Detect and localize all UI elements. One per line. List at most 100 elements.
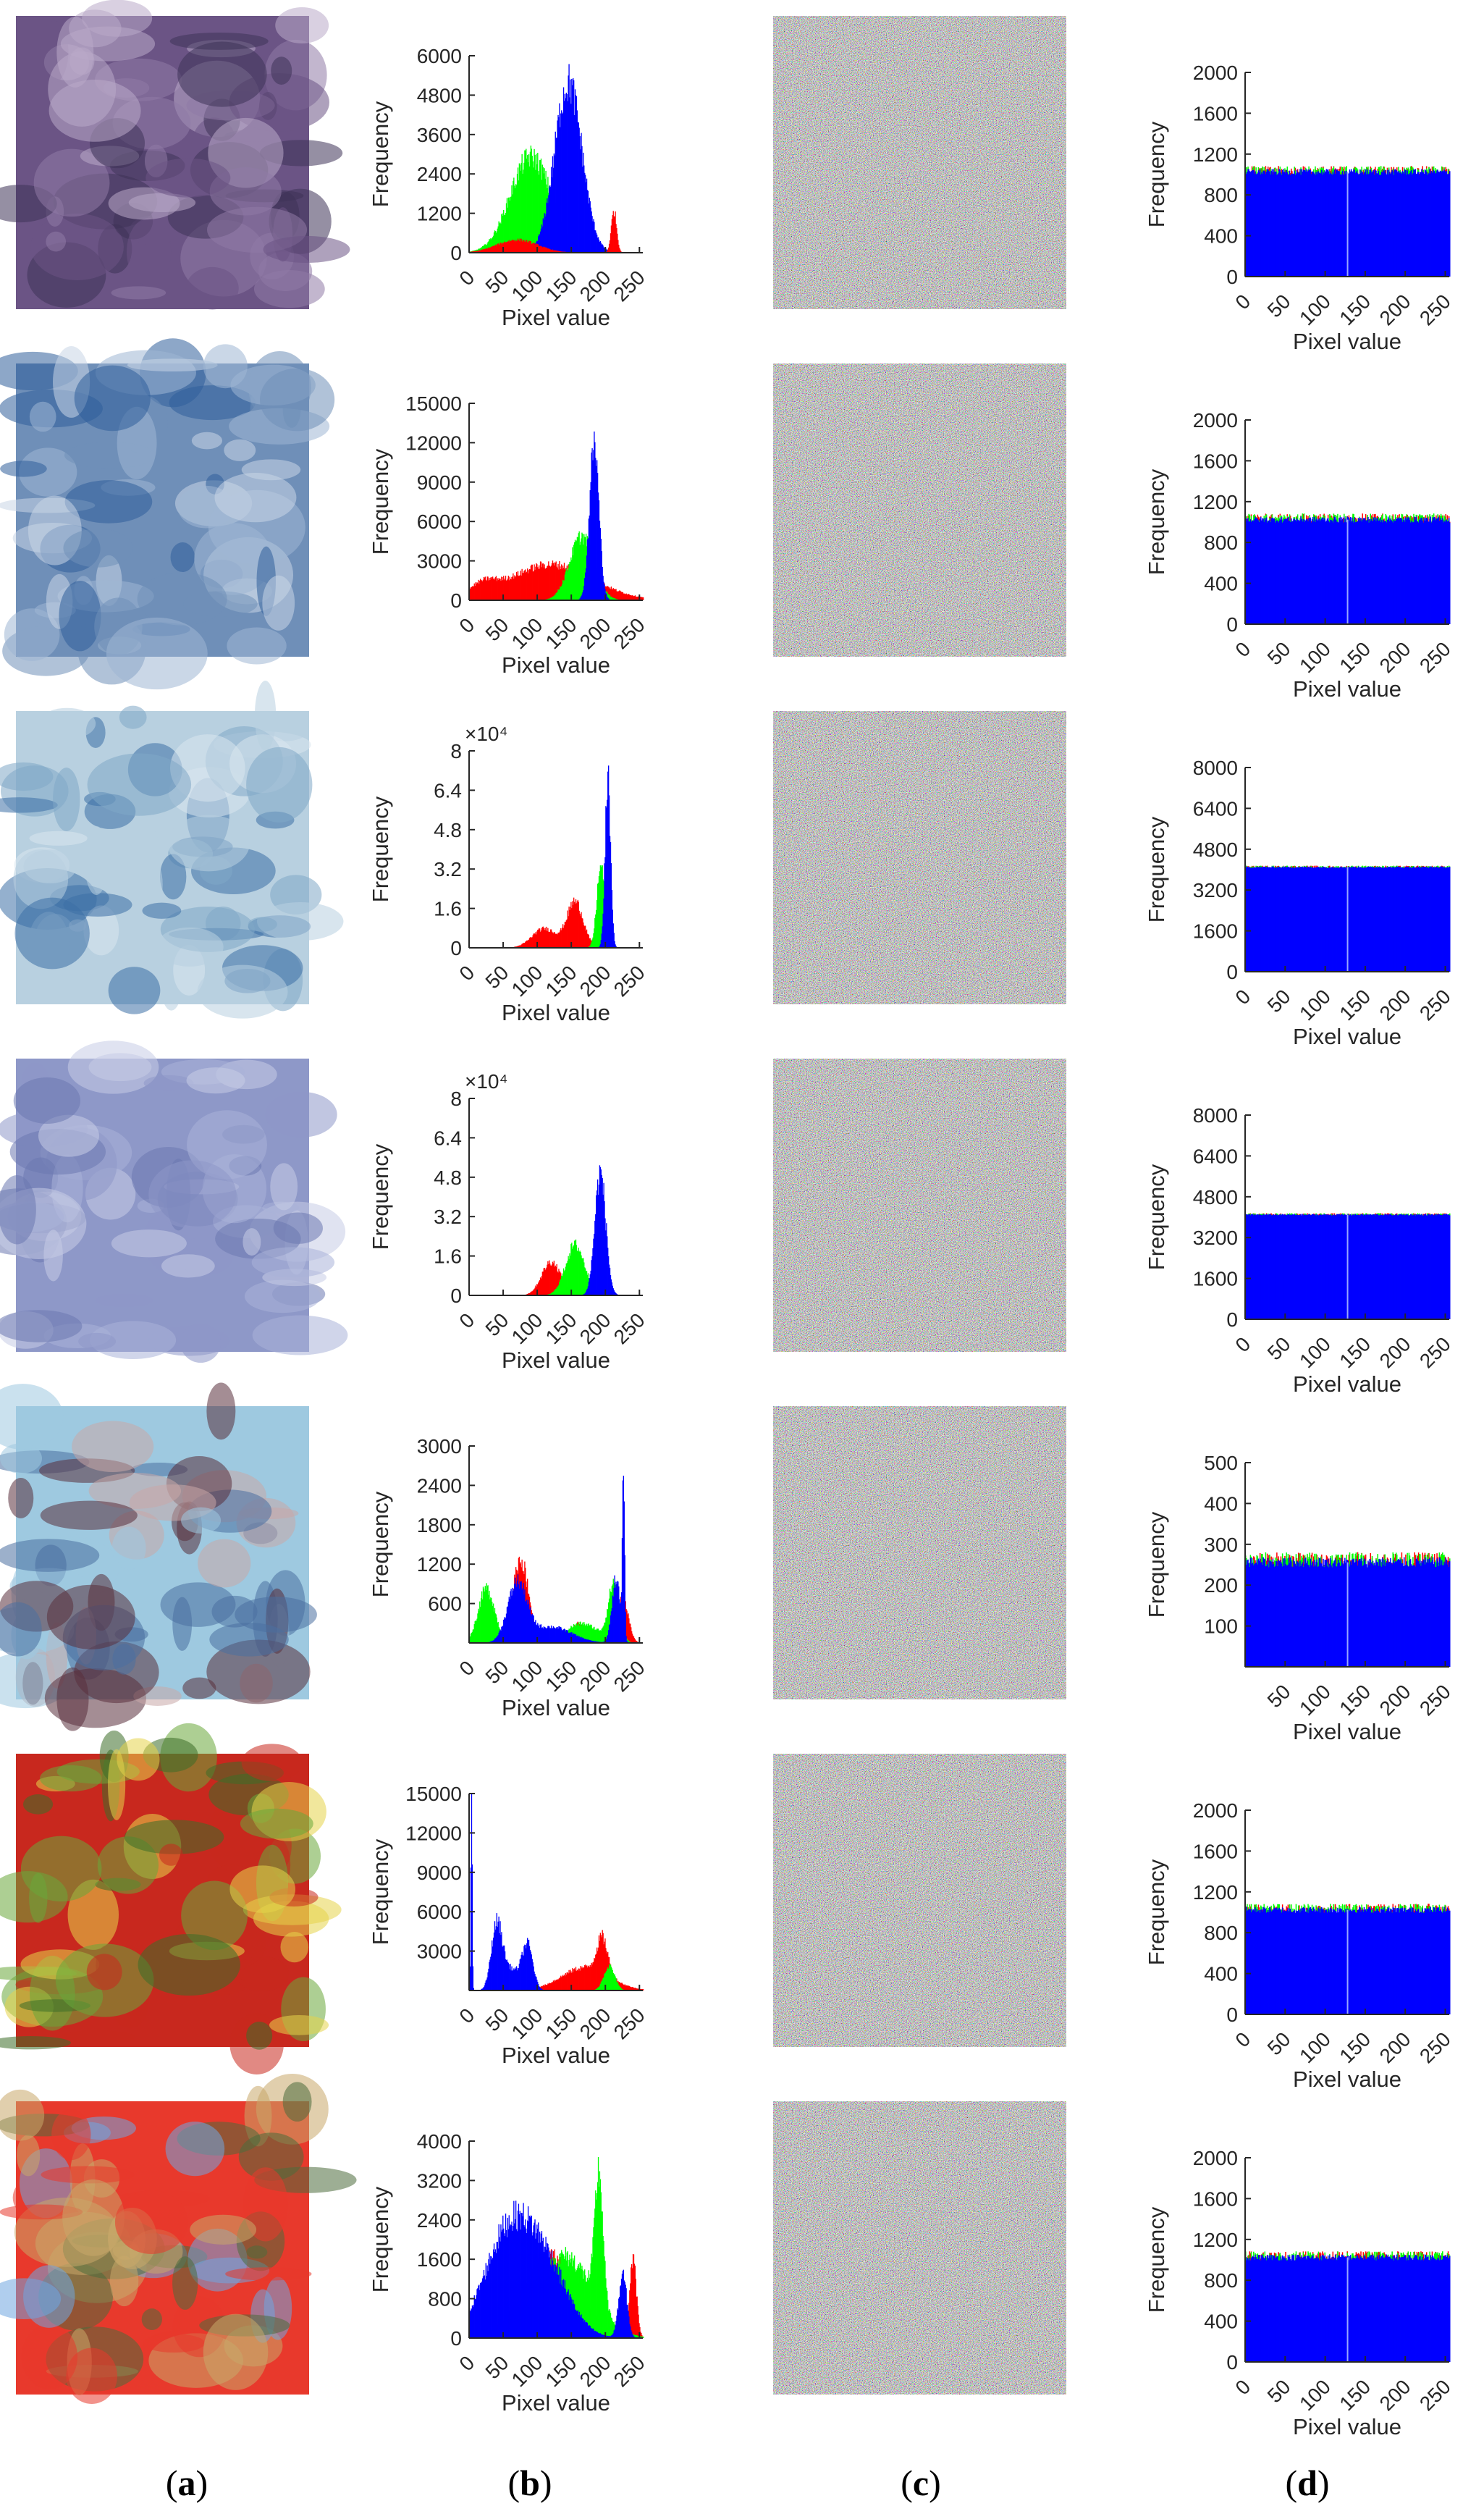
bar bbox=[579, 2262, 581, 2338]
bar bbox=[546, 926, 547, 948]
bar bbox=[492, 1640, 494, 1643]
bar bbox=[1408, 175, 1410, 277]
x-tick-label: 200 bbox=[576, 961, 615, 1001]
bar bbox=[510, 2224, 512, 2338]
bar bbox=[526, 1943, 528, 1990]
encrypted-image bbox=[773, 1754, 1066, 2047]
bar bbox=[586, 933, 589, 948]
bar bbox=[631, 2332, 633, 2338]
bar bbox=[534, 569, 536, 600]
bar bbox=[482, 579, 484, 600]
bar bbox=[550, 1628, 552, 1643]
bar bbox=[1386, 522, 1388, 624]
bar bbox=[603, 2241, 604, 2338]
bar bbox=[498, 1632, 499, 1643]
x-tick-label: 150 bbox=[1335, 290, 1375, 329]
bar bbox=[556, 933, 557, 948]
bar bbox=[494, 1929, 497, 1990]
bar bbox=[565, 98, 567, 253]
bar bbox=[544, 564, 545, 600]
x-tick-label: 150 bbox=[541, 2351, 581, 2391]
bar bbox=[594, 1220, 596, 1295]
bar bbox=[574, 1634, 576, 1643]
bar bbox=[608, 2336, 610, 2338]
series-0000ff bbox=[489, 1476, 628, 1643]
bar bbox=[586, 1626, 589, 1643]
bar bbox=[628, 1618, 630, 1643]
bar bbox=[1263, 170, 1265, 277]
bar bbox=[1349, 516, 1352, 624]
bar bbox=[569, 909, 570, 948]
bar bbox=[596, 1628, 599, 1643]
bar bbox=[527, 940, 528, 948]
bar bbox=[1297, 519, 1299, 624]
bar bbox=[1443, 171, 1444, 277]
bar bbox=[520, 170, 521, 253]
bar bbox=[508, 1964, 510, 1990]
y-tick-label: 0 bbox=[450, 242, 462, 264]
bar bbox=[1310, 170, 1312, 277]
bar bbox=[576, 1969, 578, 1990]
bar bbox=[489, 2263, 491, 2338]
bar bbox=[1362, 520, 1363, 624]
x-tick-label: 50 bbox=[481, 613, 513, 645]
bar bbox=[555, 1289, 556, 1295]
bar bbox=[1403, 518, 1405, 624]
bar bbox=[1288, 174, 1290, 277]
bar bbox=[1303, 169, 1305, 277]
bar bbox=[526, 940, 528, 948]
bar bbox=[475, 251, 476, 253]
bar bbox=[1284, 172, 1286, 277]
bar bbox=[515, 185, 518, 253]
bar bbox=[532, 571, 534, 600]
y-tick-label: 0 bbox=[1226, 266, 1238, 288]
bar bbox=[1331, 173, 1332, 277]
bar bbox=[1409, 522, 1412, 624]
bar bbox=[610, 597, 612, 600]
x-tick-label: 200 bbox=[576, 1308, 615, 1348]
bar bbox=[555, 1266, 557, 1295]
bar bbox=[555, 933, 556, 948]
bar bbox=[487, 248, 489, 253]
bar bbox=[489, 247, 491, 253]
bar bbox=[515, 571, 518, 600]
bar bbox=[1355, 521, 1357, 624]
bar bbox=[538, 1282, 539, 1295]
bar bbox=[602, 1626, 604, 1643]
bar bbox=[578, 2311, 580, 2338]
bar bbox=[560, 928, 562, 948]
bar bbox=[548, 248, 549, 253]
bar bbox=[1323, 173, 1325, 277]
bar bbox=[596, 2332, 599, 2338]
bar bbox=[1286, 518, 1287, 624]
bar bbox=[612, 588, 614, 600]
bar bbox=[566, 2292, 568, 2338]
x-tick-label: 0 bbox=[1231, 290, 1255, 314]
y-exponent: ×10⁴ bbox=[465, 1070, 508, 1093]
bar bbox=[556, 1264, 557, 1295]
bar bbox=[561, 1275, 562, 1295]
y-tick-label: 1.6 bbox=[434, 898, 462, 920]
bar bbox=[478, 251, 480, 253]
bar bbox=[603, 1182, 604, 1295]
bar bbox=[628, 2316, 630, 2338]
bar bbox=[1316, 518, 1318, 624]
bar bbox=[525, 1601, 526, 1643]
series-00ff00 bbox=[547, 1239, 603, 1295]
bar bbox=[573, 1634, 576, 1643]
bar bbox=[1260, 174, 1262, 277]
bar bbox=[498, 245, 499, 253]
bar bbox=[593, 1641, 594, 1643]
bar bbox=[568, 64, 570, 253]
bar bbox=[636, 2296, 638, 2338]
bar bbox=[1259, 169, 1261, 277]
bar bbox=[600, 243, 602, 253]
bar bbox=[515, 184, 517, 253]
bar bbox=[596, 2193, 598, 2338]
bar bbox=[1435, 172, 1437, 277]
bar bbox=[550, 249, 552, 253]
bar bbox=[539, 931, 541, 948]
bar bbox=[522, 241, 523, 253]
